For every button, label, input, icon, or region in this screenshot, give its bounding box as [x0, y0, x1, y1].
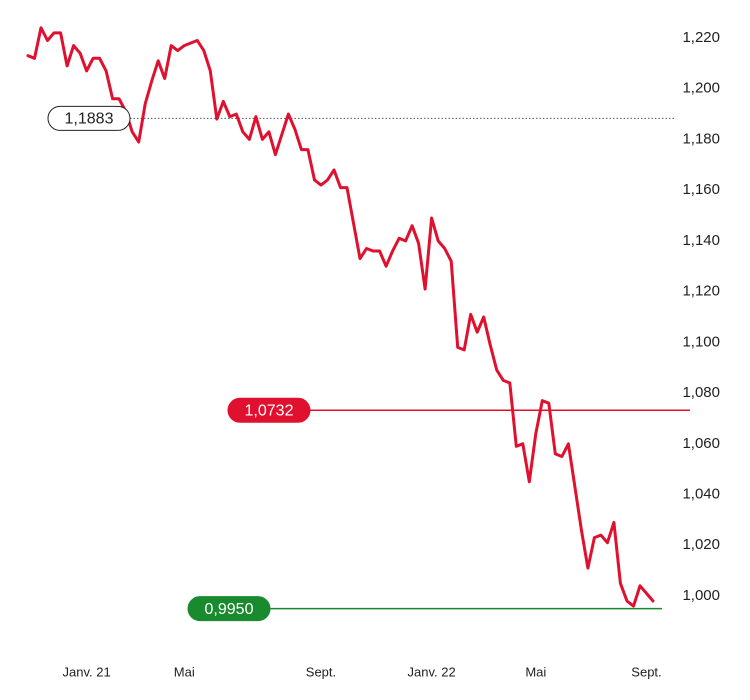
y-tick-label: 1,100 [682, 333, 720, 350]
y-tick-label: 1,020 [682, 536, 720, 553]
reference-value: 1,1883 [65, 111, 114, 128]
x-tick-label: Janv. 21 [63, 664, 111, 679]
reference-label: 1,1883 [47, 105, 131, 131]
reference-value: 1,0732 [245, 403, 294, 420]
label-pill [47, 105, 131, 131]
label-pill [227, 397, 311, 423]
x-tick-label: Mai [174, 664, 195, 679]
y-tick-label: 1,200 [682, 80, 720, 97]
price-line [26, 26, 655, 608]
reference-value: 0,9950 [205, 601, 254, 618]
y-tick-label: 1,120 [682, 283, 720, 300]
y-tick-label: 1,140 [682, 232, 720, 249]
reference-label: 1,0732 [227, 397, 311, 423]
y-tick-label: 1,040 [682, 485, 720, 502]
y-tick-label: 1,000 [682, 587, 720, 604]
reference-label: 0,9950 [187, 596, 271, 622]
y-tick-label: 1,220 [682, 29, 720, 46]
x-tick-label: Mai [525, 664, 546, 679]
label-pill [187, 596, 271, 622]
x-tick-label: Janv. 22 [408, 664, 456, 679]
y-tick-label: 1,160 [682, 181, 720, 198]
x-tick-label: Sept. [306, 664, 336, 679]
y-tick-label: 1,180 [682, 130, 720, 147]
x-tick-label: Sept. [631, 664, 661, 679]
y-tick-label: 1,080 [682, 384, 720, 401]
y-tick-label: 1,060 [682, 435, 720, 452]
